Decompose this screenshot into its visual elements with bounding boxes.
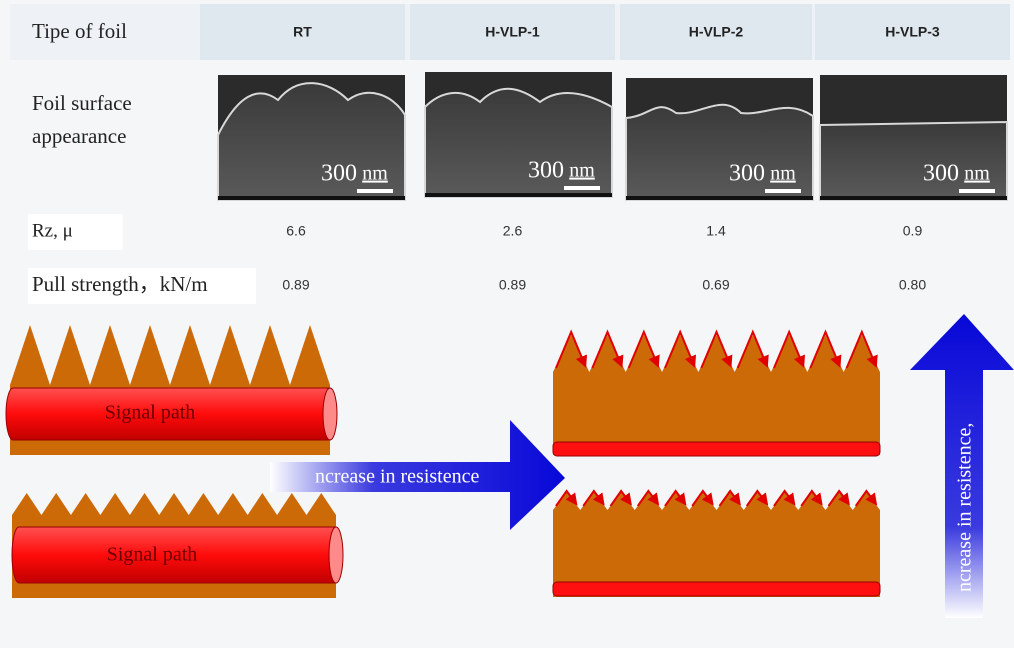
cylinder-end [323, 388, 337, 440]
header-text: H-VLP-3 [885, 24, 940, 40]
scale-bar [765, 189, 801, 193]
row-label: Pull strength，kN/m [32, 272, 208, 296]
cylinder-end [329, 527, 343, 583]
scale-bar [564, 186, 600, 190]
scale-unit: nm [569, 160, 595, 182]
cell-value: 6.6 [286, 223, 306, 239]
arrow-label: ncrease in resistence, [954, 423, 976, 592]
header-text: RT [293, 24, 312, 40]
cell-value: 0.89 [499, 277, 526, 293]
scale-value: 300 [321, 161, 357, 187]
cell-value: 0.80 [899, 277, 926, 293]
scale-unit: nm [362, 163, 388, 185]
sem-footer [425, 193, 612, 197]
signal-label: Signal path [107, 544, 198, 566]
scale-value: 300 [923, 161, 959, 187]
header-text: H-VLP-2 [689, 24, 744, 40]
scale-bar [959, 189, 995, 193]
scale-value: 300 [528, 158, 564, 184]
signal-strip [553, 582, 880, 596]
cell-value: 1.4 [706, 223, 726, 239]
sem-footer [626, 196, 813, 200]
page: {"table": { "header": ["Tipe of foil", "… [0, 0, 1014, 648]
cell-value: 0.89 [282, 277, 309, 293]
scale-value: 300 [729, 161, 765, 187]
cell-value: 2.6 [503, 223, 523, 239]
scale-unit: nm [964, 163, 990, 185]
sem-footer [820, 196, 1007, 200]
scale-unit: nm [770, 163, 796, 185]
copper-foil [553, 335, 880, 455]
signal-label: Signal path [105, 402, 196, 424]
sem-footer [218, 196, 405, 200]
figure: Tipe of foilRTH-VLP-1H-VLP-2H-VLP-3Foil … [0, 0, 1014, 648]
cell-value: 0.9 [903, 223, 923, 239]
arrow-label: ncrease in resistence [315, 466, 479, 488]
sem-surface [626, 105, 813, 200]
header-text: Tipe of foil [32, 19, 127, 43]
scale-bar [357, 189, 393, 193]
row-label: Rz, μ [32, 220, 73, 241]
header-text: H-VLP-1 [485, 24, 540, 40]
signal-strip [553, 442, 880, 456]
cell-value: 0.69 [702, 277, 729, 293]
sem-surface [820, 122, 1007, 200]
